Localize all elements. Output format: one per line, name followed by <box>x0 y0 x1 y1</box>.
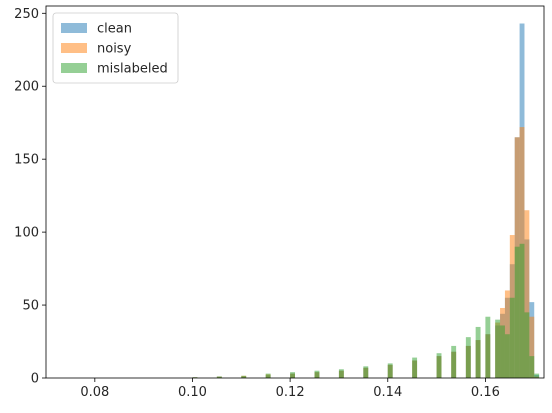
legend-label-mislabeled: mislabeled <box>97 62 168 77</box>
y-tick-label: 250 <box>14 7 39 22</box>
legend-swatch-mislabeled <box>61 63 87 73</box>
bar-noisy <box>524 210 530 378</box>
bar-mislabeled <box>509 297 515 378</box>
bar-mislabeled <box>519 243 525 378</box>
x-tick-label: 0.08 <box>80 385 109 400</box>
x-tick-label: 0.12 <box>276 385 305 400</box>
bar-mislabeled <box>465 337 471 378</box>
bar-mislabeled <box>485 316 491 378</box>
bar-mislabeled <box>314 370 320 378</box>
bar-mislabeled <box>241 375 247 378</box>
y-axis: 0 50 100 150 200 250 <box>14 7 46 387</box>
bar-mislabeled <box>514 246 520 378</box>
plot-frame <box>45 5 545 379</box>
bar-noisy <box>529 316 535 378</box>
bar-mislabeled <box>534 373 540 378</box>
series-mislabeled <box>192 243 540 378</box>
bar-mislabeled <box>216 376 222 378</box>
bar-mislabeled <box>504 334 510 378</box>
legend-label-clean: clean <box>97 22 132 37</box>
bar-mislabeled <box>412 357 418 378</box>
bar-mislabeled <box>363 366 369 378</box>
legend: clean noisy mislabeled <box>52 12 179 84</box>
bar-mislabeled <box>338 369 344 378</box>
bar-mislabeled <box>387 363 393 378</box>
bar-mislabeled <box>265 373 271 378</box>
bar-mislabeled <box>500 325 505 378</box>
y-tick-label: 50 <box>22 299 39 314</box>
bars-layer <box>192 23 540 378</box>
bar-mislabeled <box>524 312 530 378</box>
legend-swatch-noisy <box>61 43 87 53</box>
x-tick-label: 0.16 <box>471 385 500 400</box>
bar-mislabeled <box>495 319 501 378</box>
y-tick-label: 100 <box>14 226 39 241</box>
y-tick-label: 0 <box>31 372 39 387</box>
bar-noisy <box>504 290 510 378</box>
y-tick-label: 200 <box>14 80 39 95</box>
bar-mislabeled <box>436 353 442 378</box>
bar-mislabeled <box>451 345 457 378</box>
bar-mislabeled <box>529 356 535 378</box>
bar-mislabeled <box>290 372 295 378</box>
x-tick-label: 0.14 <box>373 385 402 400</box>
x-tick-label: 0.10 <box>178 385 207 400</box>
x-axis: 0.08 0.10 0.12 0.14 0.16 <box>80 378 500 400</box>
bar-mislabeled <box>475 326 481 378</box>
legend-swatch-clean <box>61 23 87 33</box>
y-tick-label: 150 <box>14 153 39 168</box>
legend-label-noisy: noisy <box>97 42 132 57</box>
